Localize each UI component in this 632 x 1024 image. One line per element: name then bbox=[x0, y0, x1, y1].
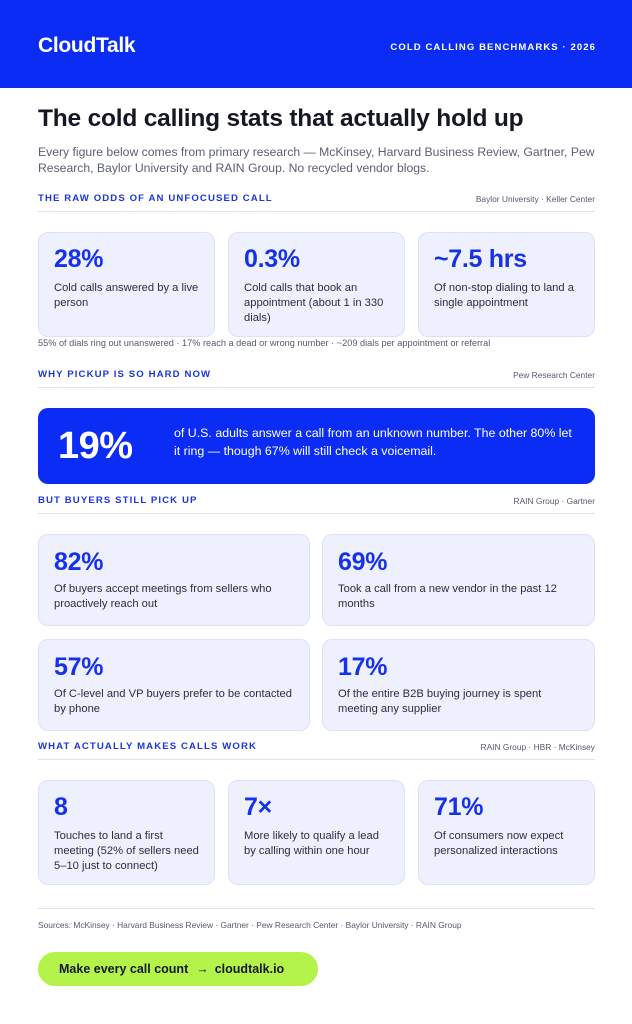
stat-value: 28% bbox=[54, 245, 104, 273]
stat-value: 57% bbox=[54, 653, 104, 681]
section-title: WHAT ACTUALLY MAKES CALLS WORK bbox=[38, 741, 257, 752]
stat-card: 0.3% Cold calls that book an appointment… bbox=[228, 232, 405, 337]
section-title: WHY PICKUP IS SO HARD NOW bbox=[38, 369, 212, 380]
arrow-right-icon: → bbox=[196, 962, 209, 976]
stat-value: 82% bbox=[54, 548, 104, 576]
stat-value: 17% bbox=[338, 653, 388, 681]
stat-label: Of buyers accept meetings from sellers w… bbox=[54, 583, 272, 610]
sources-line: Sources: McKinsey · Harvard Business Rev… bbox=[38, 920, 462, 930]
cta-link[interactable]: cloudtalk.io bbox=[214, 962, 285, 976]
stat-card: 57% Of C-level and VP buyers prefer to b… bbox=[38, 639, 310, 731]
stat-value: 0.3% bbox=[244, 245, 300, 273]
brand-logo: CloudTalk bbox=[38, 34, 136, 57]
stat-card: 28% Cold calls answered by a live person bbox=[38, 232, 215, 337]
section-source: RAIN Group · Gartner bbox=[513, 496, 595, 506]
stat-value: 7× bbox=[244, 793, 272, 821]
hero-stat-text: of U.S. adults answer a call from an unk… bbox=[174, 426, 572, 458]
cta-text: Make every call count → cloudtalk.io bbox=[59, 962, 284, 976]
stat-value: 69% bbox=[338, 548, 388, 576]
cta-label: Make every call count bbox=[59, 962, 189, 976]
section-title: THE RAW ODDS OF AN UNFOCUSED CALL bbox=[38, 193, 273, 204]
intro-text: Every figure below comes from primary re… bbox=[38, 145, 595, 175]
stat-label: Of the entire B2B buying journey is spen… bbox=[338, 688, 542, 715]
stat-value: 71% bbox=[434, 793, 484, 821]
cta-button[interactable]: Make every call count → cloudtalk.io bbox=[38, 952, 318, 986]
section-title: BUT BUYERS STILL PICK UP bbox=[38, 495, 198, 506]
stat-label: More likely to qualify a lead by calling… bbox=[244, 830, 379, 857]
stat-card: 82% Of buyers accept meetings from selle… bbox=[38, 534, 310, 626]
stat-label: Touches to land a first meeting (52% of … bbox=[54, 830, 199, 872]
stat-card: 7× More likely to qualify a lead by call… bbox=[228, 780, 405, 885]
stat-label: Cold calls that book an appointment (abo… bbox=[244, 282, 384, 324]
hero-stat-banner: 19% of U.S. adults answer a call from an… bbox=[38, 408, 595, 484]
hero-stat-value: 19% bbox=[58, 425, 133, 467]
header-bar: CloudTalk COLD CALLING BENCHMARKS · 2026 bbox=[0, 0, 632, 88]
stat-label: Of C-level and VP buyers prefer to be co… bbox=[54, 688, 292, 715]
stat-value: ~7.5 hrs bbox=[434, 245, 527, 273]
stat-label: Of non-stop dialing to land a single app… bbox=[434, 282, 574, 309]
section-header-odds: THE RAW ODDS OF AN UNFOCUSED CALL Baylor… bbox=[38, 193, 595, 212]
stat-label: Of consumers now expect personalized int… bbox=[434, 830, 564, 857]
stat-card: 71% Of consumers now expect personalized… bbox=[418, 780, 595, 885]
footer-divider bbox=[38, 908, 595, 909]
page-title: The cold calling stats that actually hol… bbox=[38, 105, 524, 132]
stat-card: ~7.5 hrs Of non-stop dialing to land a s… bbox=[418, 232, 595, 337]
section-header-works: WHAT ACTUALLY MAKES CALLS WORK RAIN Grou… bbox=[38, 741, 595, 760]
section-source: RAIN Group · HBR · McKinsey bbox=[480, 742, 595, 752]
section-source: Pew Research Center bbox=[513, 370, 595, 380]
stat-card: 17% Of the entire B2B buying journey is … bbox=[322, 639, 595, 731]
stat-value: 8 bbox=[54, 793, 68, 821]
stat-card: 69% Took a call from a new vendor in the… bbox=[322, 534, 595, 626]
stat-label: Cold calls answered by a live person bbox=[54, 282, 199, 309]
stat-label: Took a call from a new vendor in the pas… bbox=[338, 583, 557, 610]
section-header-pickup: WHY PICKUP IS SO HARD NOW Pew Research C… bbox=[38, 369, 595, 388]
header-tag: COLD CALLING BENCHMARKS · 2026 bbox=[390, 42, 596, 53]
section-source: Baylor University · Keller Center bbox=[475, 194, 595, 204]
stat-card: 8 Touches to land a first meeting (52% o… bbox=[38, 780, 215, 885]
odds-footnote: 55% of dials ring out unanswered · 17% r… bbox=[38, 338, 491, 348]
section-header-buyers: BUT BUYERS STILL PICK UP RAIN Group · Ga… bbox=[38, 495, 595, 514]
